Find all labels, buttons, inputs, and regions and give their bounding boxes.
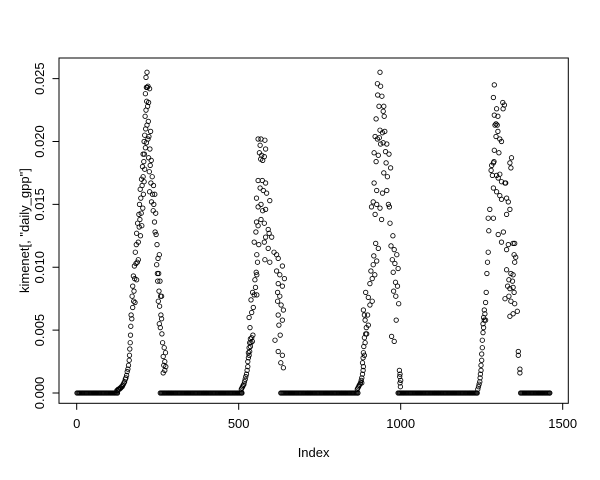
y-axis-tick-labels: 0.000 0.005 0.010 0.015 0.020 0.025: [32, 62, 47, 409]
y-axis-ticks: [52, 78, 59, 394]
x-tick-label: 500: [228, 416, 250, 431]
data-points-layer: [74, 69, 553, 396]
y-tick-label: 0.025: [32, 62, 47, 95]
x-axis-ticks: [76, 403, 564, 410]
x-axis-tick-labels: 0 500 1000 1500: [73, 416, 577, 431]
y-tick-label: 0.010: [32, 251, 47, 284]
plot-area-border: [58, 57, 569, 404]
y-tick-label: 0.005: [32, 314, 47, 347]
y-tick-label: 0.000: [32, 377, 47, 410]
y-tick-label: 0.020: [32, 125, 47, 158]
y-tick-label: 0.015: [32, 188, 47, 221]
x-tick-label: 1500: [548, 416, 577, 431]
x-axis-label: Index: [298, 445, 330, 460]
x-tick-label: 1000: [386, 416, 415, 431]
x-tick-label: 0: [73, 416, 80, 431]
y-axis-label: kimenet[, "daily_gpp"]: [17, 168, 32, 293]
